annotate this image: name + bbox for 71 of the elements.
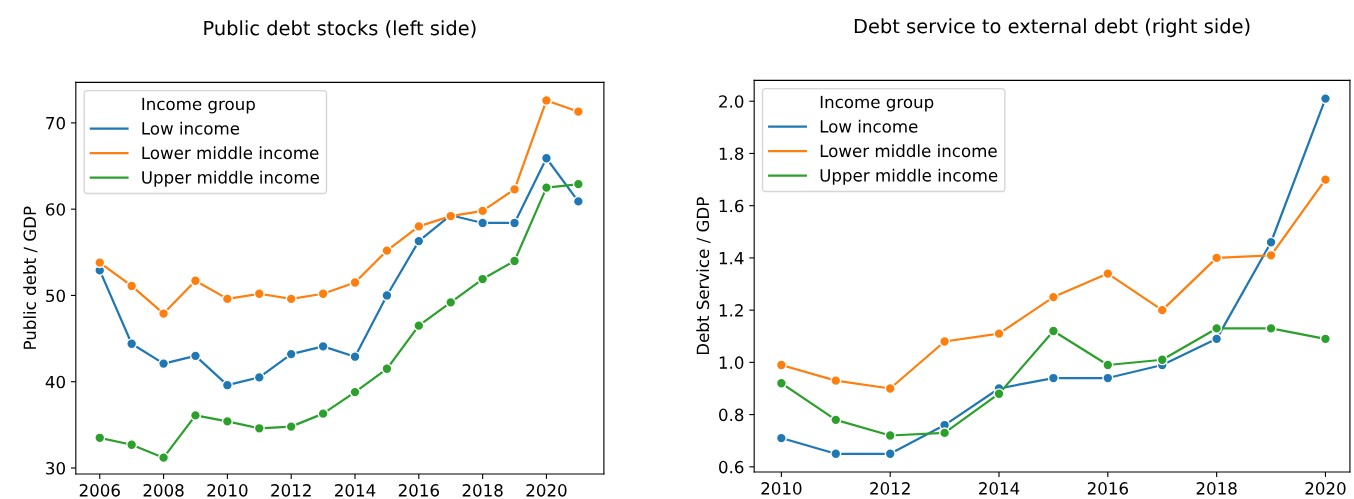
x-tick-label: 2020 (1305, 482, 1346, 495)
point (508, 183, 521, 195)
y-tick-label: 1.0 (719, 356, 744, 369)
point (189, 409, 202, 421)
point (285, 348, 297, 360)
point (1156, 354, 1168, 366)
y-tick-label: 50 (46, 289, 65, 303)
legend-label: Lower middle income (142, 146, 319, 160)
point (508, 217, 521, 229)
y-axis-title: Debt Service / GDP (696, 197, 711, 355)
point (445, 296, 457, 308)
x-tick-label: 2014 (335, 484, 376, 497)
point (349, 386, 361, 398)
y-tick-label: 30 (46, 461, 65, 475)
y-tick-label: 1.8 (719, 147, 744, 161)
point (939, 335, 951, 348)
point (1211, 252, 1223, 264)
y-tick-label: 2.0 (719, 95, 744, 108)
point (477, 217, 489, 229)
point (189, 350, 202, 362)
y-tick-label: 60 (46, 203, 65, 216)
point (94, 257, 106, 269)
legend-label: Low income (820, 119, 918, 133)
legend-label: Low income (142, 121, 240, 135)
legend-label: Upper middle income (142, 170, 319, 187)
point (253, 422, 265, 434)
point (540, 152, 553, 164)
x-tick-label: 2016 (1087, 482, 1128, 495)
chart-title: Public debt stocks (left side) (204, 20, 476, 38)
y-axis-title: Public debt / GDP (23, 206, 38, 349)
point (413, 320, 425, 332)
y-tick-label: 0.8 (719, 408, 744, 422)
point (1102, 372, 1114, 384)
x-tick-label: 2012 (271, 484, 311, 497)
point (1047, 325, 1059, 337)
x-tick-label: 2012 (870, 482, 910, 495)
point (1265, 249, 1277, 261)
x-tick-label: 2010 (207, 484, 248, 497)
y-tick-label: 0.6 (719, 460, 744, 474)
legend-label: Upper middle income (820, 168, 998, 185)
x-tick-label: 2016 (398, 484, 439, 497)
point (126, 280, 138, 292)
x-tick-label: 2014 (979, 482, 1020, 495)
legend-title: Income group (142, 97, 255, 114)
y-tick-label: 40 (45, 375, 65, 389)
point (1265, 322, 1277, 334)
point (413, 220, 425, 232)
x-tick-label: 2006 (79, 484, 120, 497)
point (253, 371, 265, 383)
y-tick-label: 1.6 (719, 199, 744, 213)
point (221, 379, 233, 391)
point (189, 275, 202, 287)
point (572, 178, 584, 190)
x-tick-label: 2018 (1196, 482, 1237, 495)
point (1156, 304, 1168, 316)
point (1265, 236, 1277, 248)
legend-label: Lower middle income (820, 144, 997, 158)
point (413, 235, 425, 247)
x-tick-label: 2020 (526, 484, 567, 497)
chart-title: Debt service to external debt (right side) (854, 18, 1250, 38)
point (1211, 322, 1223, 334)
x-tick-label: 2008 (143, 484, 184, 497)
point (221, 415, 233, 427)
point (1102, 359, 1114, 371)
x-tick-label: 2018 (462, 484, 503, 497)
x-tick-label: 2010 (761, 482, 802, 495)
y-tick-label: 1.4 (719, 252, 744, 265)
y-tick-label: 1.2 (719, 304, 743, 317)
point (317, 340, 329, 352)
y-tick-label: 70 (46, 116, 65, 130)
legend-title: Income group (820, 95, 934, 112)
